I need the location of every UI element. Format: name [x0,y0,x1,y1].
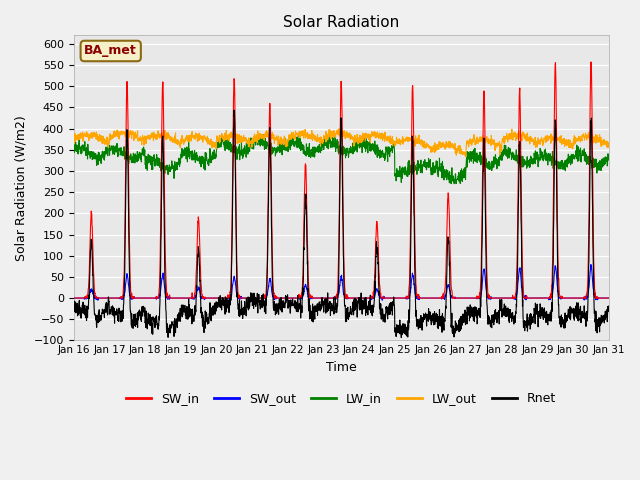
X-axis label: Time: Time [326,361,356,374]
Legend: SW_in, SW_out, LW_in, LW_out, Rnet: SW_in, SW_out, LW_in, LW_out, Rnet [121,387,561,410]
Text: BA_met: BA_met [84,45,137,58]
Y-axis label: Solar Radiation (W/m2): Solar Radiation (W/m2) [15,115,28,261]
Title: Solar Radiation: Solar Radiation [283,15,399,30]
